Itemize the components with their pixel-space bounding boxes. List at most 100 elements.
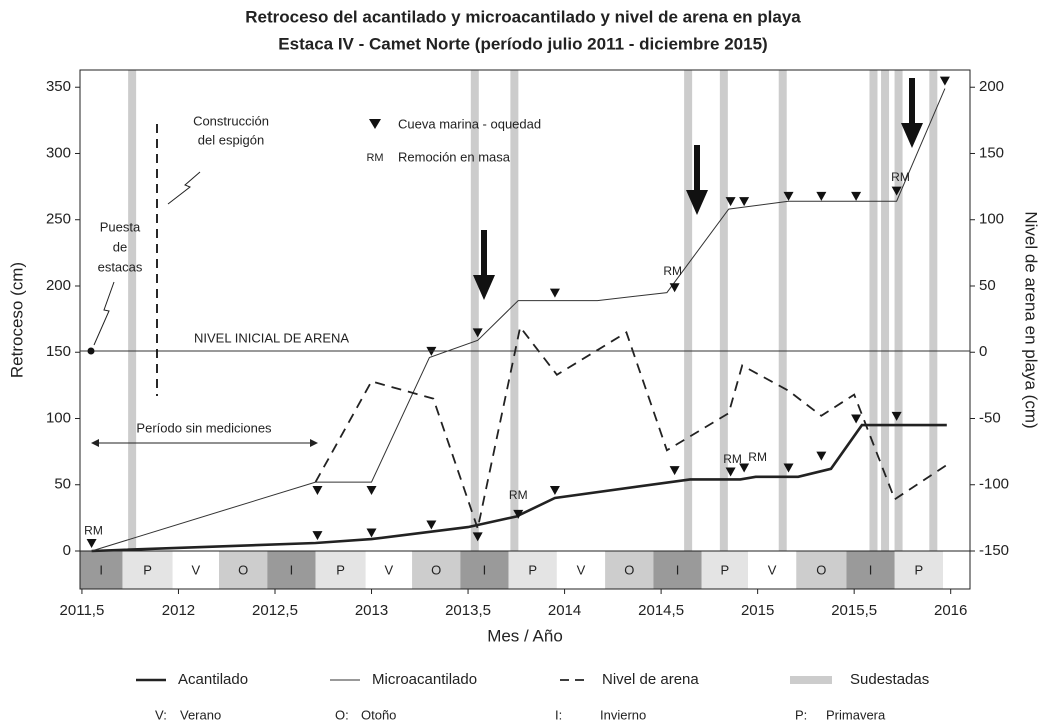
season-cell	[846, 551, 895, 589]
y2-tick-label: 150	[979, 144, 1004, 161]
y-tick-label: 100	[46, 409, 71, 426]
cave-marker	[725, 197, 736, 207]
stakes-point	[87, 347, 95, 355]
cave-marker	[86, 539, 97, 549]
season-cell	[412, 551, 461, 589]
cave-marker	[891, 411, 902, 421]
rm-annotation: RM	[84, 523, 103, 537]
cave-marker	[366, 486, 377, 496]
x-tick-label: 2016	[934, 602, 967, 619]
season-key-name: Verano	[180, 707, 221, 722]
event-arrow	[901, 78, 923, 148]
y2-tick-label: -150	[979, 542, 1009, 559]
season-label: I	[869, 562, 873, 577]
cave-marker	[851, 414, 862, 424]
season-cell	[267, 551, 316, 589]
construction-pointer	[167, 171, 201, 205]
x-axis-title: Mes / Año	[487, 626, 563, 645]
season-cell	[747, 551, 797, 589]
y2-axis-title: Nivel de arena en playa (cm)	[1022, 211, 1041, 428]
rm-annotation: RM	[723, 452, 742, 466]
x-tick-label: 2014,5	[638, 602, 684, 619]
legend-swatch	[790, 676, 832, 684]
sudestada-band	[470, 70, 479, 551]
cave-marker	[366, 528, 377, 538]
cave-marker	[816, 451, 827, 461]
y2-tick-label: -50	[979, 409, 1001, 426]
sudestada-band	[719, 70, 728, 551]
x-tick-label: 2015,5	[831, 602, 877, 619]
season-key-code: V:	[155, 707, 167, 722]
series-line	[91, 88, 946, 552]
season-label: O	[238, 562, 248, 577]
season-label: I	[676, 562, 680, 577]
stakes-pointer	[93, 281, 115, 346]
legend-label: Remoción en masa	[398, 149, 511, 164]
y-tick-label: 250	[46, 211, 71, 228]
season-label: V	[191, 562, 200, 577]
initial-level-label: NIVEL INICIAL DE ARENA	[194, 330, 349, 345]
cave-marker	[739, 197, 750, 207]
season-cell	[315, 551, 366, 589]
legend-label: Microacantilado	[372, 671, 477, 688]
season-cell	[796, 551, 847, 589]
chart-subtitle: Estaca IV - Camet Norte (período julio 2…	[278, 34, 767, 53]
cave-marker	[312, 531, 323, 541]
season-cell	[701, 551, 748, 589]
cave-marker	[939, 76, 950, 86]
season-key-name: Primavera	[826, 707, 886, 722]
season-label: O	[816, 562, 826, 577]
cave-marker	[816, 191, 827, 201]
legend-label: Sudestadas	[850, 671, 929, 688]
legend-label: Nivel de arena	[602, 671, 699, 688]
season-key-code: I:	[555, 707, 562, 722]
legend-label: Cueva marina - oquedad	[398, 116, 541, 131]
season-cell	[556, 551, 606, 589]
rm-annotation: RM	[891, 170, 910, 184]
season-cell	[80, 551, 123, 589]
season-cell	[894, 551, 943, 589]
y-tick-label: 50	[54, 476, 71, 493]
plot-frame	[79, 69, 971, 590]
season-key-code: O:	[335, 707, 349, 722]
season-label: P	[143, 562, 152, 577]
season-cell	[460, 551, 509, 589]
x-tick-label: 2013,5	[445, 602, 491, 619]
y2-tick-label: 50	[979, 277, 996, 294]
season-key-code: P:	[795, 707, 807, 722]
sudestada-band	[881, 70, 890, 551]
season-label: I	[483, 562, 487, 577]
no-measure-label: Período sin mediciones	[136, 420, 272, 435]
season-key-name: Invierno	[600, 707, 646, 722]
sudestada-band	[510, 70, 519, 551]
cave-marker	[472, 532, 483, 542]
season-label: P	[915, 562, 924, 577]
cave-marker	[783, 463, 794, 473]
y-tick-label: 0	[63, 542, 71, 559]
x-tick-label: 2012	[162, 602, 195, 619]
construction-label: del espigón	[198, 132, 265, 147]
season-label: O	[431, 562, 441, 577]
season-label: P	[720, 562, 729, 577]
y-tick-label: 200	[46, 277, 71, 294]
season-label: P	[528, 562, 537, 577]
y2-tick-label: 100	[979, 211, 1004, 228]
sudestada-band	[778, 70, 787, 551]
event-arrow	[473, 230, 495, 300]
stakes-label: estacas	[98, 259, 143, 274]
season-cell	[508, 551, 557, 589]
y-tick-label: 150	[46, 343, 71, 360]
x-tick-label: 2014	[548, 602, 581, 619]
x-tick-label: 2015	[741, 602, 774, 619]
cave-marker	[513, 509, 524, 519]
cave-marker	[891, 186, 902, 196]
x-tick-label: 2012,5	[252, 602, 298, 619]
season-cell	[605, 551, 654, 589]
stakes-label: Puesta	[100, 219, 141, 234]
legend-label: Acantilado	[178, 671, 248, 688]
season-cell	[122, 551, 173, 589]
cave-marker	[739, 463, 750, 473]
cave-marker	[472, 328, 483, 338]
rm-annotation: RM	[748, 450, 767, 464]
